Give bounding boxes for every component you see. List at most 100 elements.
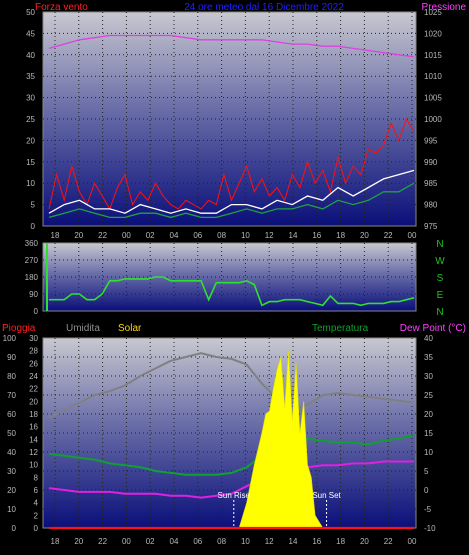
y-left-tick-label: 40 [26, 51, 35, 60]
x-tick-label: 08 [217, 231, 226, 240]
humidity-label: Umidita [66, 323, 100, 334]
x-tick-label: 08 [217, 537, 226, 546]
sunrise-label: Sun Rise [218, 491, 251, 500]
temperature-tick-label: 15 [424, 429, 433, 438]
series-line-0 [48, 352, 415, 419]
rain-tick-label: 18 [29, 410, 38, 419]
y-left-tick-label: 20 [26, 136, 35, 145]
rain-tick-label: 24 [29, 372, 38, 381]
rain-tick-label: 30 [29, 334, 38, 343]
x-tick-label: 22 [98, 537, 107, 546]
y-right-tick-label: 990 [424, 158, 438, 167]
chart-title: 24 ore meteo dal 16 Dicembre 2022 [184, 2, 344, 13]
x-tick-label: 16 [312, 537, 321, 546]
temperature-tick-label: 5 [424, 467, 429, 476]
temperature-plot-area [42, 337, 417, 529]
rain-tick-label: 0 [34, 524, 39, 533]
humidity-tick-label: 40 [7, 448, 16, 457]
humidity-tick-label: 80 [7, 372, 16, 381]
compass-label: N [436, 307, 443, 318]
x-tick-label: 00 [408, 537, 417, 546]
x-tick-label: 20 [360, 231, 369, 240]
x-tick-label: 14 [289, 231, 298, 240]
temperature-tick-label: 30 [424, 372, 433, 381]
y-tick-label: 180 [25, 273, 39, 282]
rain-tick-label: 22 [29, 385, 38, 394]
y-tick-label: 90 [29, 290, 38, 299]
y-right-tick-label: 1020 [424, 29, 442, 38]
y-left-tick-label: 30 [26, 94, 35, 103]
y-right-tick-label: 1000 [424, 115, 442, 124]
series-line-1 [48, 433, 415, 476]
y-tick-label: 360 [25, 239, 39, 248]
sunset-label: Sun Set [312, 491, 341, 500]
wind-pressure-ticks: 0510152025303540455097598098599099510001… [26, 8, 442, 240]
humidity-tick-label: 10 [7, 505, 16, 514]
wind-pressure-series [48, 34, 415, 219]
pressure-label: Pressione [422, 2, 467, 13]
temperature-tick-label: 35 [424, 353, 433, 362]
humidity-tick-label: 70 [7, 391, 16, 400]
rain-tick-label: 6 [34, 486, 39, 495]
humidity-tick-label: 0 [12, 524, 17, 533]
temperature-tick-label: 40 [424, 334, 433, 343]
x-tick-label: 06 [193, 537, 202, 546]
y-left-tick-label: 5 [31, 201, 36, 210]
series-line-3 [48, 182, 415, 219]
temperature-ticks: 0102030405060708090100024681012141618202… [3, 334, 436, 546]
wind-pressure-plot-area [42, 11, 417, 227]
temperature-panel: Sun Rise Sun Set 010203040506070809010002… [2, 323, 466, 546]
series-line-2 [48, 169, 415, 214]
y-tick-label: 0 [34, 307, 39, 316]
x-tick-label: 00 [408, 231, 417, 240]
y-left-tick-label: 50 [26, 8, 35, 17]
temperature-tick-label: 25 [424, 391, 433, 400]
rain-tick-label: 26 [29, 359, 38, 368]
x-tick-label: 22 [384, 537, 393, 546]
rain-tick-label: 8 [34, 473, 39, 482]
rain-tick-label: 16 [29, 423, 38, 432]
y-right-tick-label: 1025 [424, 8, 442, 17]
temperature-tick-label: 10 [424, 448, 433, 457]
temperature-tick-label: -5 [424, 505, 432, 514]
x-tick-label: 16 [312, 231, 321, 240]
humidity-tick-label: 20 [7, 486, 16, 495]
y-right-tick-label: 995 [424, 136, 438, 145]
rain-tick-label: 4 [34, 499, 39, 508]
solar-label: Solar [118, 323, 142, 334]
x-tick-label: 18 [51, 231, 60, 240]
x-tick-label: 04 [170, 231, 179, 240]
compass-label: N [436, 239, 443, 250]
humidity-tick-label: 30 [7, 467, 16, 476]
y-left-tick-label: 0 [31, 222, 36, 231]
y-tick-label: 270 [25, 256, 39, 265]
y-right-tick-label: 980 [424, 201, 438, 210]
series-line-0 [48, 34, 415, 58]
y-left-tick-label: 15 [26, 158, 35, 167]
rain-tick-label: 12 [29, 448, 38, 457]
x-tick-label: 06 [193, 231, 202, 240]
rain-tick-label: 28 [29, 347, 38, 356]
x-tick-label: 14 [289, 537, 298, 546]
x-tick-label: 22 [384, 231, 393, 240]
y-left-tick-label: 35 [26, 72, 35, 81]
rain-tick-label: 10 [29, 461, 38, 470]
humidity-tick-label: 60 [7, 410, 16, 419]
x-tick-label: 20 [74, 231, 83, 240]
wind-force-label: Forza vento [35, 2, 88, 13]
y-left-tick-label: 45 [26, 29, 35, 38]
temperature-label: Temperatura [312, 323, 369, 334]
direction-line-0 [49, 276, 415, 307]
temperature-tick-label: 0 [424, 486, 429, 495]
y-right-tick-label: 1005 [424, 94, 442, 103]
humidity-tick-label: 50 [7, 429, 16, 438]
series-line-2 [48, 460, 414, 499]
y-right-tick-label: 1015 [424, 51, 442, 60]
x-tick-label: 00 [122, 537, 131, 546]
wind-pressure-panel: 0510152025303540455097598098599099510001… [26, 2, 466, 240]
rain-tick-label: 14 [29, 435, 38, 444]
x-tick-label: 18 [336, 537, 345, 546]
compass-label: S [437, 273, 444, 284]
